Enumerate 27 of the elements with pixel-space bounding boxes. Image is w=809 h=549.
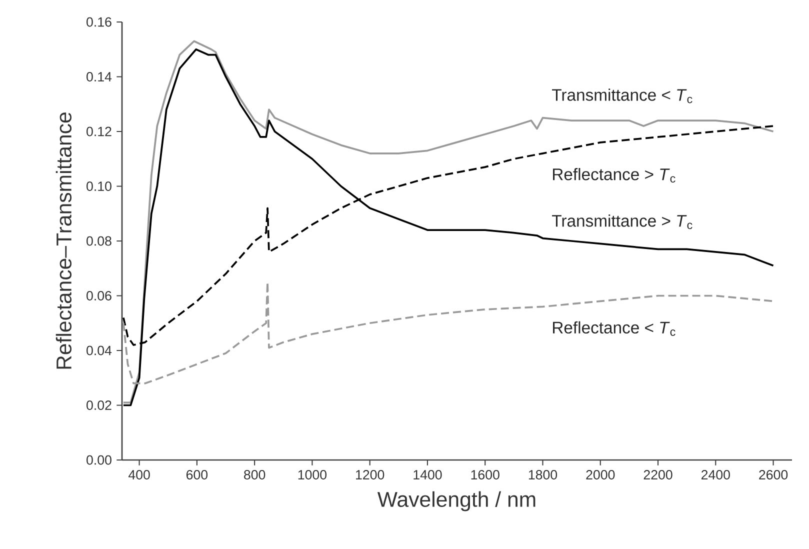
series-label: Transmittance < T$_{c}$ <box>552 88 692 104</box>
y-tick-label: 0.12 <box>86 126 112 136</box>
y-tick-label: 0.04 <box>86 346 112 356</box>
x-tick-label: 2000 <box>586 470 615 480</box>
x-tick-label: 1400 <box>414 470 442 480</box>
y-axis-title: Reflectance–Transmittance <box>56 112 72 369</box>
x-tick-label: 800 <box>244 470 266 480</box>
y-tick-label: 0.00 <box>86 455 112 465</box>
x-tick-label: 2200 <box>644 470 672 480</box>
x-tick-label: 1600 <box>471 470 500 480</box>
x-tick-label: 1200 <box>356 470 384 480</box>
y-tick-label: 0.02 <box>86 400 112 410</box>
series-label: Reflectance > T$_{c}$ <box>553 168 676 183</box>
y-tick-label: 0.06 <box>86 291 112 300</box>
x-tick-label: 2400 <box>701 470 730 480</box>
series-label: Transmittance > T$_{c}$ <box>552 214 692 230</box>
y-tick-label: 0.14 <box>86 72 112 82</box>
x-tick-label: 1800 <box>528 470 558 480</box>
x-tick-label: 400 <box>128 470 150 480</box>
y-tick-label: 0.16 <box>86 17 112 27</box>
series-label: Reflectance < T$_{c}$ <box>553 321 676 336</box>
x-axis-title: Wavelength / nm <box>377 491 536 512</box>
x-tick-label: 1000 <box>298 470 327 480</box>
y-tick-label: 0.10 <box>86 182 112 191</box>
x-tick-label: 2600 <box>759 470 788 480</box>
x-tick-label: 600 <box>186 470 208 480</box>
y-tick-label: 0.08 <box>86 236 112 246</box>
